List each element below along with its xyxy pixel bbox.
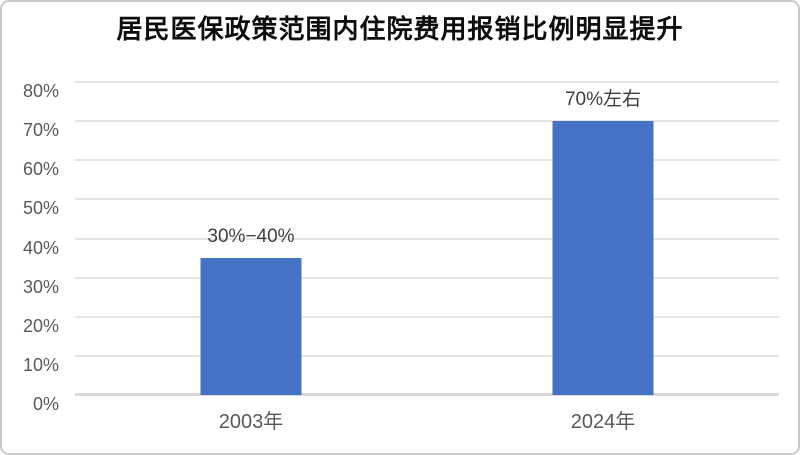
- y-axis-tick-label: 50%: [22, 198, 59, 219]
- gridline: [75, 81, 779, 83]
- gridline: [75, 237, 779, 240]
- gridline: [75, 159, 779, 162]
- x-axis-tick-label: 2024年: [570, 411, 636, 433]
- gridline: [75, 276, 779, 279]
- gridline: [75, 354, 779, 357]
- y-axis-tick-label: 70%: [22, 120, 59, 141]
- y-axis-tick-label: 30%: [22, 276, 59, 297]
- bar-2003年: [200, 258, 302, 395]
- y-axis-tick-label: 0%: [32, 394, 59, 414]
- y-axis-tick-label: 80%: [22, 81, 59, 101]
- chart-title: 居民医保政策范围内住院费用报销比例明显提升: [116, 14, 684, 44]
- bar-value-label: 30%−40%: [207, 226, 295, 248]
- x-axis-line: [75, 393, 779, 396]
- gridline: [75, 120, 779, 123]
- y-axis-tick-label: 20%: [22, 315, 59, 336]
- plot-area: 0% 10% 20% 30% 40% 50% 60% 70% 80% 30%−40% 2003年 70…: [23, 81, 779, 432]
- y-axis-tick-label: 60%: [22, 159, 59, 180]
- gridline: [75, 198, 779, 201]
- y-axis-tick-label: 40%: [22, 237, 59, 258]
- y-axis-tick-label: 10%: [22, 354, 59, 375]
- bar-2024年: [552, 121, 654, 395]
- x-axis-tick-label: 2003年: [218, 411, 284, 433]
- bar-value-label: 70%左右: [564, 89, 642, 111]
- gridline: [75, 315, 779, 318]
